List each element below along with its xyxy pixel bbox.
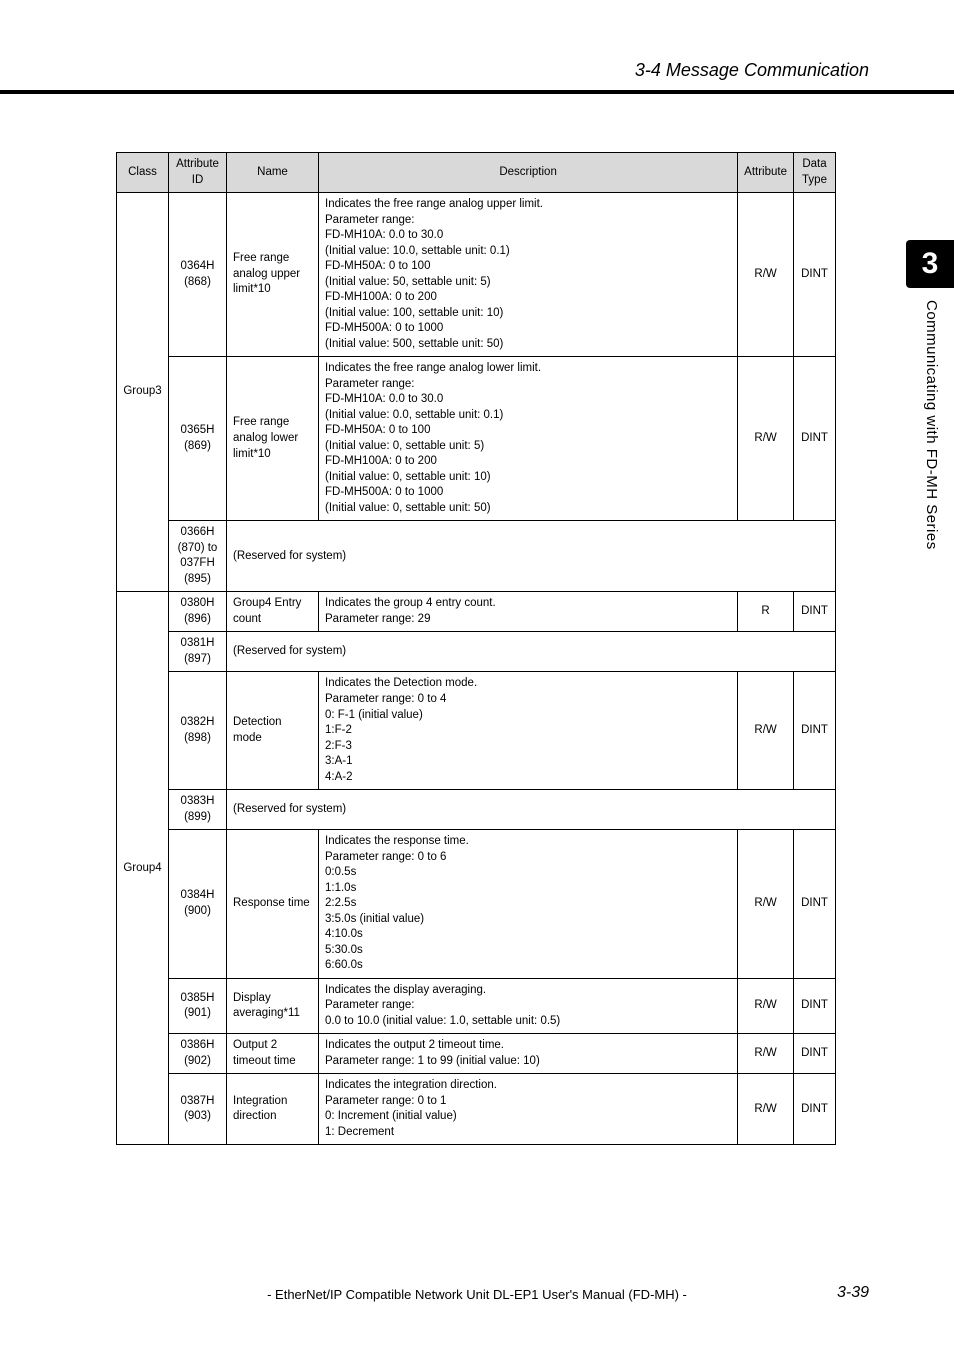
cell-reserved: (Reserved for system) <box>227 521 836 592</box>
cell-class: Group3 <box>117 193 169 592</box>
cell-reserved: (Reserved for system) <box>227 632 836 672</box>
cell-dtype: DINT <box>794 672 836 790</box>
cell-dtype: DINT <box>794 1074 836 1145</box>
cell-dtype: DINT <box>794 592 836 632</box>
cell-rw: R/W <box>738 672 794 790</box>
table-row: Group4 0380H (896) Group4 Entry count In… <box>117 592 836 632</box>
cell-attr-id: 0365H (869) <box>169 357 227 521</box>
table-row: 0382H (898) Detection mode Indicates the… <box>117 672 836 790</box>
cell-rw: R/W <box>738 193 794 357</box>
cell-dtype: DINT <box>794 978 836 1034</box>
th-name: Name <box>227 153 319 193</box>
cell-attr-id: 0364H (868) <box>169 193 227 357</box>
cell-name: Response time <box>227 830 319 979</box>
th-attribute: Attribute <box>738 153 794 193</box>
cell-name: Free range analog lower limit*10 <box>227 357 319 521</box>
cell-desc: Indicates the free range analog upper li… <box>319 193 738 357</box>
table-row: 0385H (901) Display averaging*11 Indicat… <box>117 978 836 1034</box>
cell-rw: R/W <box>738 1074 794 1145</box>
th-class: Class <box>117 153 169 193</box>
table-row: 0381H (897) (Reserved for system) <box>117 632 836 672</box>
cell-desc: Indicates the output 2 timeout time. Par… <box>319 1034 738 1074</box>
cell-desc: Indicates the integration direction. Par… <box>319 1074 738 1145</box>
cell-dtype: DINT <box>794 1034 836 1074</box>
table-row: 0383H (899) (Reserved for system) <box>117 790 836 830</box>
cell-rw: R/W <box>738 978 794 1034</box>
cell-desc: Indicates the display averaging. Paramet… <box>319 978 738 1034</box>
table-row: 0384H (900) Response time Indicates the … <box>117 830 836 979</box>
cell-attr-id: 0386H (902) <box>169 1034 227 1074</box>
table-header-row: Class Attribute ID Name Description Attr… <box>117 153 836 193</box>
table-row: Group3 0364H (868) Free range analog upp… <box>117 193 836 357</box>
chapter-number-tab: 3 <box>906 240 954 288</box>
cell-name: Integration direction <box>227 1074 319 1145</box>
cell-dtype: DINT <box>794 830 836 979</box>
cell-reserved: (Reserved for system) <box>227 790 836 830</box>
cell-dtype: DINT <box>794 193 836 357</box>
cell-attr-id: 0385H (901) <box>169 978 227 1034</box>
table-row: 0366H (870) to 037FH (895) (Reserved for… <box>117 521 836 592</box>
cell-attr-id: 0387H (903) <box>169 1074 227 1145</box>
th-data-type: Data Type <box>794 153 836 193</box>
header-rule <box>0 90 954 94</box>
cell-class: Group4 <box>117 592 169 1145</box>
cell-rw: R/W <box>738 1034 794 1074</box>
footer-text: - EtherNet/IP Compatible Network Unit DL… <box>0 1287 954 1302</box>
cell-attr-id: 0383H (899) <box>169 790 227 830</box>
table-row: 0386H (902) Output 2 timeout time Indica… <box>117 1034 836 1074</box>
th-attr-id: Attribute ID <box>169 153 227 193</box>
cell-rw: R <box>738 592 794 632</box>
cell-desc: Indicates the group 4 entry count. Param… <box>319 592 738 632</box>
cell-name: Detection mode <box>227 672 319 790</box>
section-title: 3-4 Message Communication <box>635 60 869 81</box>
cell-rw: R/W <box>738 357 794 521</box>
cell-desc: Indicates the Detection mode. Parameter … <box>319 672 738 790</box>
cell-desc: Indicates the free range analog lower li… <box>319 357 738 521</box>
cell-name: Free range analog upper limit*10 <box>227 193 319 357</box>
table-row: 0387H (903) Integration direction Indica… <box>117 1074 836 1145</box>
parameter-table: Class Attribute ID Name Description Attr… <box>116 152 836 1145</box>
chapter-side-text: Communicating with FD-MH Series <box>923 300 940 550</box>
th-description: Description <box>319 153 738 193</box>
cell-attr-id: 0380H (896) <box>169 592 227 632</box>
cell-name: Output 2 timeout time <box>227 1034 319 1074</box>
page-number: 3-39 <box>837 1284 869 1302</box>
cell-attr-id: 0381H (897) <box>169 632 227 672</box>
table-row: 0365H (869) Free range analog lower limi… <box>117 357 836 521</box>
cell-rw: R/W <box>738 830 794 979</box>
cell-name: Display averaging*11 <box>227 978 319 1034</box>
cell-dtype: DINT <box>794 357 836 521</box>
cell-attr-id: 0366H (870) to 037FH (895) <box>169 521 227 592</box>
parameter-table-container: Class Attribute ID Name Description Attr… <box>116 152 836 1145</box>
cell-name: Group4 Entry count <box>227 592 319 632</box>
cell-attr-id: 0382H (898) <box>169 672 227 790</box>
cell-attr-id: 0384H (900) <box>169 830 227 979</box>
cell-desc: Indicates the response time. Parameter r… <box>319 830 738 979</box>
